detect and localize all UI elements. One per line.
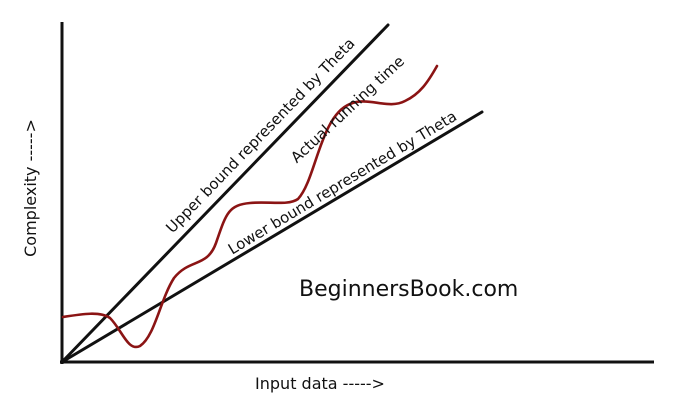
- lower-bound-line: [60, 110, 484, 364]
- x-axis-label: Input data ----->: [255, 374, 385, 393]
- actual-running-time-curve: [61, 64, 439, 349]
- upper-bound-line: [60, 23, 390, 364]
- watermark-text: BeginnersBook.com: [299, 277, 518, 302]
- y-axis-label: Complexity ----->: [21, 119, 40, 257]
